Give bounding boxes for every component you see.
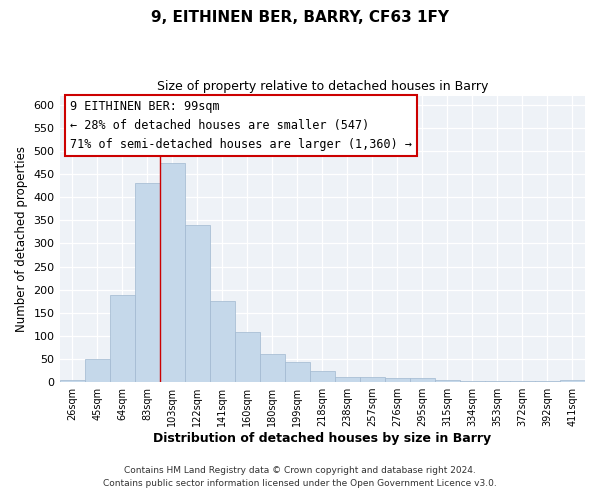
Bar	[285, 362, 310, 382]
Bar	[460, 380, 485, 382]
Bar	[110, 295, 134, 382]
Bar	[385, 378, 410, 382]
Bar	[560, 380, 585, 382]
Text: Contains HM Land Registry data © Crown copyright and database right 2024.
Contai: Contains HM Land Registry data © Crown c…	[103, 466, 497, 487]
Bar	[59, 380, 85, 382]
Bar	[160, 162, 185, 382]
Bar	[435, 380, 460, 382]
X-axis label: Distribution of detached houses by size in Barry: Distribution of detached houses by size …	[153, 432, 491, 445]
Bar	[485, 381, 510, 382]
Bar	[535, 381, 560, 382]
Bar	[134, 184, 160, 382]
Y-axis label: Number of detached properties: Number of detached properties	[15, 146, 28, 332]
Bar	[185, 225, 209, 382]
Text: 9 EITHINEN BER: 99sqm
← 28% of detached houses are smaller (547)
71% of semi-det: 9 EITHINEN BER: 99sqm ← 28% of detached …	[70, 100, 412, 151]
Bar	[510, 381, 535, 382]
Text: 9, EITHINEN BER, BARRY, CF63 1FY: 9, EITHINEN BER, BARRY, CF63 1FY	[151, 10, 449, 25]
Title: Size of property relative to detached houses in Barry: Size of property relative to detached ho…	[157, 80, 488, 93]
Bar	[310, 370, 335, 382]
Bar	[335, 378, 360, 382]
Bar	[360, 376, 385, 382]
Bar	[85, 359, 110, 382]
Bar	[410, 378, 435, 382]
Bar	[209, 301, 235, 382]
Bar	[260, 354, 285, 382]
Bar	[235, 332, 260, 382]
